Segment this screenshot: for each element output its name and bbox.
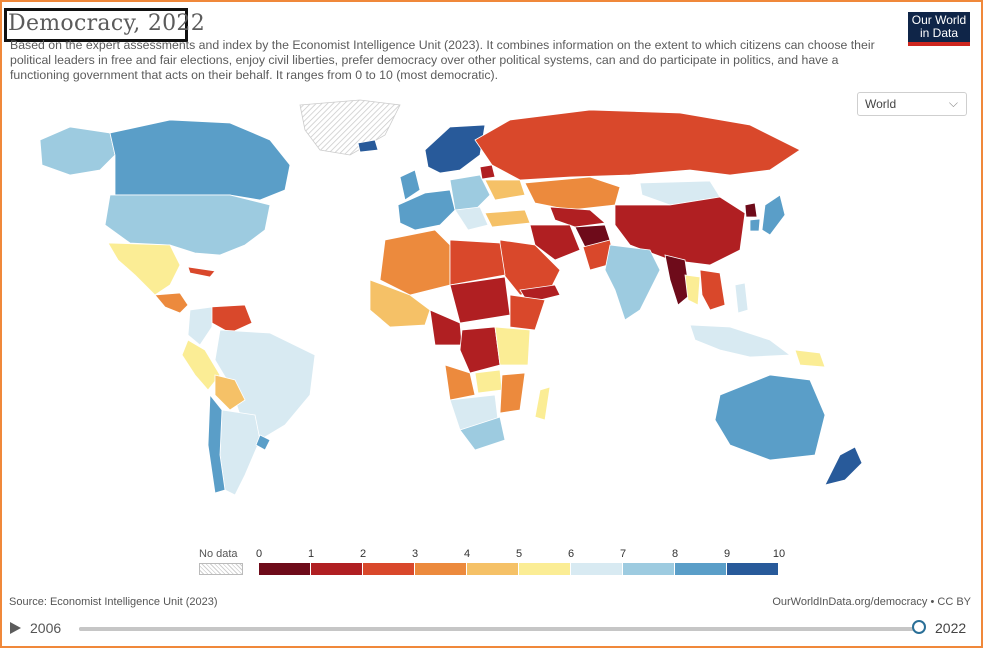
legend-no-data-label: No data [199, 548, 238, 560]
region-central-asia[interactable] [549, 206, 606, 228]
region-papua-new-guinea[interactable] [794, 349, 826, 368]
legend-tick-label: 1 [307, 548, 315, 560]
region-thailand[interactable] [684, 274, 701, 306]
region-angola[interactable] [444, 364, 476, 401]
chart-subtitle: Based on the expert assessments and inde… [10, 38, 875, 82]
region-india[interactable] [604, 244, 661, 321]
region-chile[interactable] [207, 393, 226, 494]
legend-tick-label: 2 [359, 548, 367, 560]
legend-tick-label: 3 [411, 548, 419, 560]
region-eastern-europe[interactable] [449, 174, 491, 211]
region-central-africa[interactable] [429, 309, 463, 346]
region-turkey[interactable] [484, 209, 531, 228]
region-ethiopia[interactable] [509, 294, 546, 331]
legend-bin[interactable] [415, 563, 467, 575]
region-north-africa-west[interactable] [379, 229, 451, 296]
region-east-africa[interactable] [494, 326, 531, 366]
source-note: Source: Economist Intelligence Unit (202… [9, 596, 218, 608]
legend-tick-label: 8 [671, 548, 679, 560]
region-greenland[interactable] [299, 99, 401, 156]
timeline-end-year: 2022 [935, 620, 967, 636]
logo-line1: Our World [911, 13, 967, 27]
region-scandinavia[interactable] [424, 124, 486, 174]
region-mexico[interactable] [107, 242, 181, 296]
region-balkans[interactable] [454, 206, 489, 231]
legend-bin[interactable] [363, 563, 415, 575]
region-southeast-asia[interactable] [699, 269, 726, 311]
region-drc[interactable] [459, 326, 501, 374]
region-west-africa[interactable] [369, 279, 431, 328]
region-alaska[interactable] [39, 126, 116, 176]
region-madagascar[interactable] [534, 386, 551, 421]
legend-tick-label: 9 [723, 548, 731, 560]
region-russia[interactable] [474, 109, 801, 181]
region-central-america[interactable] [154, 292, 189, 314]
world-map[interactable] [30, 95, 930, 515]
owid-logo[interactable]: Our World in Data [908, 12, 970, 46]
region-libya-egypt[interactable] [449, 239, 506, 286]
legend-bin[interactable] [571, 563, 623, 575]
logo-line2: in Data [919, 26, 959, 40]
region-philippines[interactable] [734, 282, 749, 314]
region-peru[interactable] [181, 339, 221, 391]
region-ukraine[interactable] [484, 179, 526, 201]
region-cuba[interactable] [187, 266, 216, 278]
region-zambia[interactable] [474, 369, 503, 394]
region-zimbabwe-mozambique[interactable] [499, 372, 526, 414]
logo-accent-bar [908, 42, 970, 46]
timeline-start-year: 2006 [30, 620, 62, 636]
legend-tick-label: 10 [772, 548, 786, 560]
region-new-zealand[interactable] [824, 446, 863, 486]
region-usa[interactable] [104, 194, 271, 256]
legend-bin[interactable] [623, 563, 675, 575]
legend-no-data-swatch [199, 563, 243, 575]
legend-tick-label: 5 [515, 548, 523, 560]
legend-bin[interactable] [311, 563, 363, 575]
license-link[interactable]: OurWorldInData.org/democracy • CC BY [772, 596, 971, 608]
region-select-value: World [865, 97, 897, 111]
region-western-europe[interactable] [397, 189, 456, 231]
region-iceland[interactable] [357, 139, 379, 153]
legend-tick-label: 6 [567, 548, 575, 560]
legend-bin[interactable] [467, 563, 519, 575]
region-uruguay[interactable] [255, 434, 271, 451]
timeline-fill [79, 627, 919, 631]
region-myanmar[interactable] [664, 254, 691, 306]
legend-bin[interactable] [675, 563, 727, 575]
region-argentina[interactable] [219, 409, 261, 496]
legend-color-bins [259, 563, 779, 575]
timeline-slider[interactable] [79, 627, 919, 631]
region-korea-south-japan[interactable] [749, 194, 786, 236]
chevron-down-icon: ⌵ [948, 96, 958, 110]
legend-tick-label: 0 [255, 548, 263, 560]
region-indonesia[interactable] [689, 324, 792, 358]
region-south-africa[interactable] [459, 416, 506, 451]
region-venezuela[interactable] [209, 304, 253, 334]
legend-tick-label: 7 [619, 548, 627, 560]
region-canada[interactable] [109, 119, 291, 201]
region-belarus[interactable] [479, 164, 496, 180]
legend-tick-label: 4 [463, 548, 471, 560]
title-highlight-box [4, 8, 188, 42]
chart-title: Democracy, 2022 [8, 11, 206, 36]
play-icon[interactable] [10, 622, 21, 634]
legend-bin[interactable] [259, 563, 311, 575]
region-china[interactable] [614, 196, 746, 266]
region-bolivia[interactable] [214, 374, 246, 411]
region-sudan-chad[interactable] [449, 276, 511, 324]
region-kazakhstan[interactable] [524, 176, 621, 211]
timeline-handle[interactable] [912, 620, 926, 634]
region-australia[interactable] [714, 374, 826, 461]
region-iran[interactable] [529, 224, 581, 261]
region-uk[interactable] [399, 169, 421, 201]
region-colombia[interactable] [187, 306, 213, 346]
region-korea-north[interactable] [744, 202, 758, 218]
region-select[interactable]: World ⌵ [857, 92, 967, 116]
legend-bin[interactable] [519, 563, 571, 575]
legend-bin[interactable] [727, 563, 779, 575]
